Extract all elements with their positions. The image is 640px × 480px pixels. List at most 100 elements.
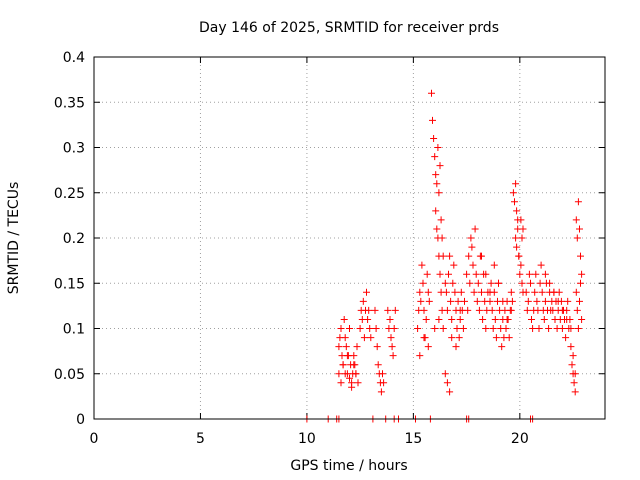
data-point	[492, 334, 500, 342]
data-point	[350, 361, 358, 369]
data-point	[533, 297, 541, 305]
data-point	[573, 306, 581, 314]
data-point	[512, 234, 520, 242]
data-point	[522, 288, 530, 296]
data-point	[433, 180, 441, 188]
data-point	[441, 370, 449, 378]
y-tick-label: 0.1	[63, 322, 85, 338]
data-point	[359, 297, 367, 305]
data-point	[340, 316, 348, 323]
y-tick-label: 0.3	[63, 141, 85, 157]
y-tick-label: 0.25	[54, 186, 85, 202]
data-point	[452, 343, 460, 351]
y-tick-label: 0.2	[63, 231, 85, 247]
data-point	[512, 180, 520, 188]
data-point	[442, 288, 450, 296]
y-tick-label: 0.35	[54, 95, 85, 111]
data-point	[569, 352, 577, 360]
data-point	[546, 279, 554, 287]
data-point	[459, 325, 467, 332]
y-tick-label: 0.4	[63, 50, 85, 66]
data-point	[419, 279, 427, 287]
data-point	[536, 279, 544, 287]
data-point	[391, 306, 399, 314]
data-point	[574, 198, 582, 206]
data-point	[577, 252, 584, 260]
data-point	[416, 352, 424, 360]
data-point	[517, 261, 525, 269]
data-point	[353, 343, 361, 351]
x-tick-label: 10	[298, 431, 316, 447]
data-point	[486, 288, 494, 296]
data-point	[377, 388, 385, 396]
data-point	[486, 297, 494, 305]
x-tick-label: 5	[196, 431, 205, 447]
data-point	[420, 334, 428, 342]
data-point	[491, 316, 499, 323]
data-point	[576, 297, 583, 305]
data-point	[445, 270, 452, 278]
data-point	[538, 288, 546, 296]
data-point	[563, 316, 571, 323]
data-point	[576, 225, 583, 233]
data-point	[571, 388, 579, 396]
data-point	[434, 234, 442, 242]
data-point	[479, 316, 487, 323]
data-point	[567, 325, 575, 332]
data-point	[487, 279, 495, 287]
data-point	[562, 334, 570, 342]
data-point	[389, 352, 397, 360]
data-point	[505, 334, 513, 342]
y-axis-label: SRMTID / TECUs	[6, 182, 22, 295]
data-point	[467, 234, 475, 242]
data-point	[573, 234, 581, 242]
data-point	[363, 288, 370, 296]
data-point	[348, 383, 356, 391]
data-point	[503, 316, 511, 323]
data-point	[339, 361, 347, 369]
data-point	[470, 288, 478, 296]
data-point	[571, 370, 579, 378]
data-point	[451, 288, 459, 296]
x-tick-label: 15	[404, 431, 422, 447]
data-point	[425, 297, 433, 305]
data-point	[432, 171, 440, 179]
data-point	[524, 297, 532, 305]
data-point	[386, 316, 394, 323]
data-point	[570, 379, 578, 387]
data-point	[516, 270, 524, 278]
data-point	[337, 325, 345, 332]
data-point	[446, 388, 454, 396]
data-point	[541, 270, 549, 278]
data-point	[341, 370, 349, 378]
data-point	[388, 343, 396, 351]
data-point	[416, 288, 424, 296]
data-point	[531, 288, 539, 296]
data-point	[567, 343, 575, 351]
data-point	[454, 297, 462, 305]
data-point	[372, 325, 380, 332]
data-point	[428, 89, 435, 97]
data-point	[523, 306, 531, 314]
data-point	[541, 297, 549, 305]
data-point	[449, 279, 457, 287]
data-point	[360, 334, 368, 342]
data-point	[354, 379, 362, 387]
data-point	[471, 225, 479, 233]
data-point	[422, 316, 430, 323]
data-point	[558, 325, 566, 332]
data-point	[482, 270, 490, 278]
data-point	[463, 270, 471, 278]
data-point	[447, 297, 455, 305]
data-point	[371, 306, 379, 314]
data-point	[490, 261, 498, 269]
data-point	[568, 361, 576, 369]
data-point	[435, 252, 443, 260]
data-point	[433, 225, 441, 233]
data-point	[482, 325, 490, 332]
data-point	[469, 261, 477, 269]
data-point	[478, 288, 485, 296]
data-point	[456, 316, 464, 323]
data-point	[468, 243, 476, 251]
